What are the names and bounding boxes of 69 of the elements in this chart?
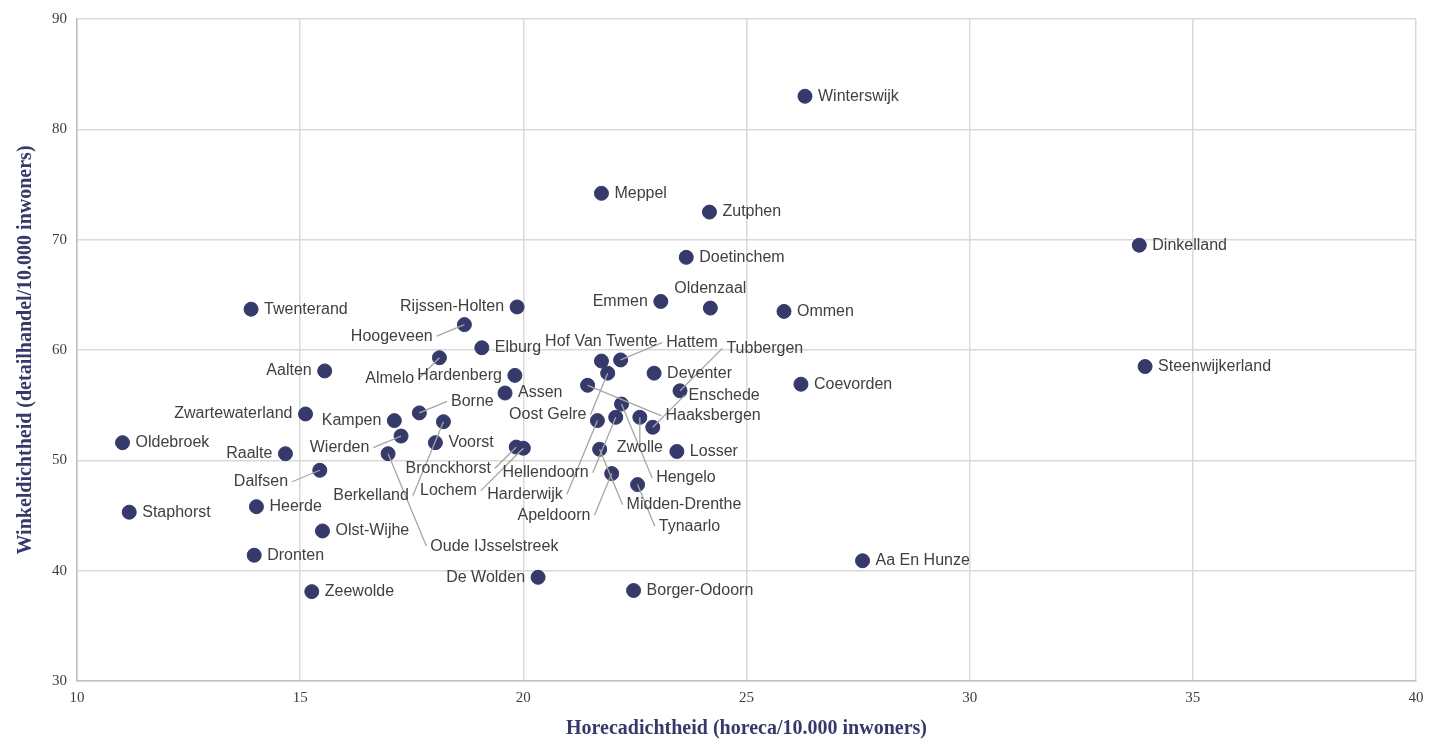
annotation: Doetinchem — [699, 247, 785, 265]
x-tick-label: 10 — [69, 688, 85, 705]
x-tick-label: 25 — [739, 688, 754, 705]
annotation: Oldebroek — [135, 433, 211, 451]
annotation: Voorst — [448, 433, 495, 451]
annotation: Assen — [518, 383, 563, 401]
annotation: Kampen — [321, 411, 382, 429]
annotation: Hattem — [666, 333, 718, 351]
annotation: Zwartewaterland — [174, 404, 293, 422]
annotation: Wierden — [309, 437, 370, 455]
annotation: Borne — [451, 391, 494, 409]
annotation: Coevorden — [813, 374, 893, 392]
annotation: Oldenzaal — [674, 279, 747, 297]
annotation: Rijssen-Holten — [400, 297, 505, 315]
annotation: Haaksbergen — [665, 406, 761, 424]
annotation: Ommen — [796, 301, 854, 319]
annotation: De Wolden — [446, 567, 526, 585]
annotation: Enschede — [688, 385, 760, 403]
annotation: Dronten — [267, 545, 325, 563]
annotation: Winterswijk — [817, 86, 900, 104]
y-tick-label: 60 — [52, 340, 67, 357]
annotation: Twenterand — [264, 299, 348, 317]
annotation: Tynaarlo — [658, 516, 721, 534]
annotation: Berkelland — [333, 486, 409, 504]
annotation: Dalfsen — [233, 472, 289, 490]
annotation: Elburg — [494, 338, 542, 356]
annotation: Almelo — [365, 369, 415, 387]
y-tick-label: 50 — [52, 451, 67, 468]
annotation: Apeldoorn — [517, 505, 591, 523]
y-tick-label: 90 — [52, 9, 67, 26]
annotation: Deventer — [667, 363, 733, 381]
annotation: Borger-Odoorn — [646, 580, 754, 598]
annotation: Hof Van Twente — [545, 332, 658, 350]
y-axis-title: Winkeldichtheid (detailhandel/10.000 inwoners) — [13, 145, 37, 555]
annotation: Aalten — [266, 361, 312, 379]
annotation: Bronckhorst — [405, 458, 492, 476]
annotation: Emmen — [592, 291, 648, 309]
annotation: Steenwijkerland — [1158, 356, 1272, 374]
annotation: Staphorst — [142, 502, 212, 520]
annotation: Oost Gelre — [509, 405, 587, 423]
x-tick-label: 20 — [515, 688, 531, 705]
annotation: Dinkelland — [1152, 235, 1227, 253]
annotation: Losser — [689, 441, 739, 459]
annotation: Harderwijk — [487, 484, 564, 502]
y-tick-label: 70 — [52, 230, 67, 247]
annotation: Olst-Wijhe — [335, 521, 410, 539]
annotation: Zeewolde — [324, 582, 395, 600]
annotation: Oude IJsselstreek — [430, 536, 560, 554]
annotation: Meppel — [614, 183, 667, 201]
annotation: Hellendoorn — [502, 463, 589, 481]
annotation: Zwolle — [616, 437, 664, 455]
annotation: Raalte — [226, 444, 273, 462]
x-tick-label: 15 — [292, 688, 308, 705]
x-tick-label: 30 — [962, 688, 978, 705]
annotation: Heerde — [269, 497, 322, 515]
annotation: Tubbergen — [726, 338, 804, 356]
y-tick-label: 40 — [52, 561, 67, 578]
annotation: Hengelo — [656, 468, 716, 486]
y-tick-label: 30 — [52, 671, 67, 688]
y-tick-label: 80 — [52, 120, 67, 137]
annotation: Hardenberg — [417, 365, 502, 383]
annotation: Hoogeveen — [350, 326, 433, 344]
annotation: Zutphen — [722, 202, 782, 220]
x-axis-title: Horecadichtheid (horeca/10.000 inwoners) — [566, 716, 927, 740]
annotation: Midden-Drenthe — [626, 495, 742, 513]
annotation: Lochem — [419, 481, 477, 499]
annotation: Aa En Hunze — [875, 551, 970, 569]
x-tick-label: 40 — [1408, 688, 1424, 705]
x-tick-label: 35 — [1185, 688, 1201, 705]
